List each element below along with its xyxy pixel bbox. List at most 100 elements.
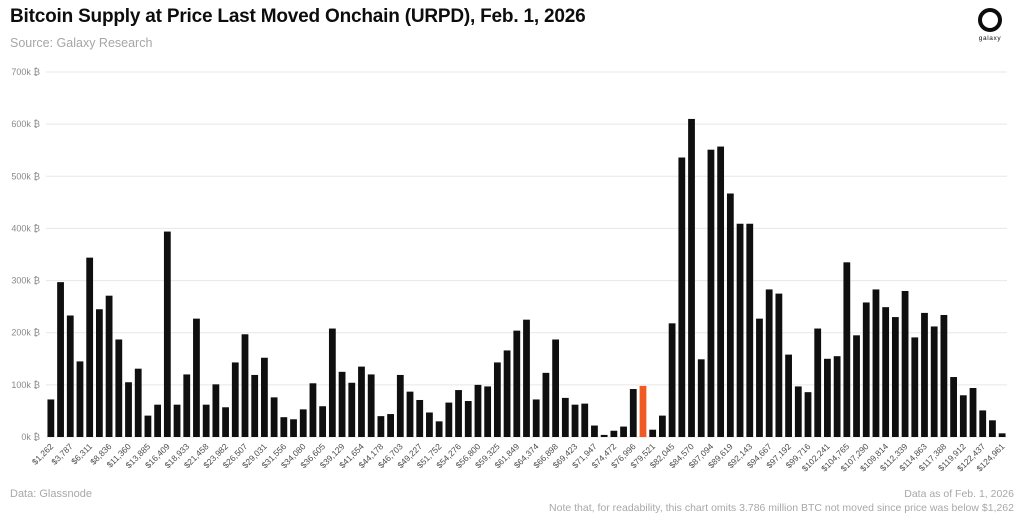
bar xyxy=(173,404,181,437)
y-axis-tick-label: 400k ₿ xyxy=(11,223,40,233)
bar xyxy=(426,412,433,437)
y-axis-tick-label: 700k ₿ xyxy=(11,67,40,77)
bar xyxy=(989,420,996,437)
bar xyxy=(57,282,64,437)
bar xyxy=(115,339,123,437)
y-axis-tick-label: 0k ₿ xyxy=(21,432,40,442)
bar xyxy=(212,384,220,437)
bar xyxy=(959,395,967,437)
x-axis-tick-label: $3,787 xyxy=(49,441,75,467)
bar xyxy=(396,374,404,437)
bar xyxy=(824,358,831,437)
bar xyxy=(979,410,987,437)
bar xyxy=(338,371,346,437)
bar xyxy=(610,430,618,437)
bar xyxy=(882,307,890,437)
galaxy-logo: galaxy xyxy=(968,8,1012,42)
bar xyxy=(358,366,365,437)
bar xyxy=(600,434,608,437)
bar xyxy=(591,425,598,437)
bar xyxy=(474,384,482,437)
bar xyxy=(163,231,171,437)
bar xyxy=(202,404,210,437)
y-axis-tick-label: 300k ₿ xyxy=(11,276,40,286)
y-axis-tick-label: 500k ₿ xyxy=(11,171,40,181)
bar xyxy=(435,421,443,437)
bar xyxy=(649,429,657,437)
bar xyxy=(756,318,763,437)
bar xyxy=(707,149,715,437)
bar xyxy=(251,374,259,437)
bar xyxy=(367,374,375,437)
bar xyxy=(833,356,841,437)
bar xyxy=(464,401,472,437)
bar xyxy=(814,328,822,437)
bar xyxy=(678,157,686,437)
bar xyxy=(561,397,569,437)
bar xyxy=(571,404,579,437)
bar xyxy=(319,406,327,437)
bar xyxy=(387,414,394,437)
bar xyxy=(532,399,540,437)
bar xyxy=(513,330,521,437)
bar xyxy=(950,377,957,437)
bar xyxy=(328,328,336,437)
bar xyxy=(581,403,589,437)
bar xyxy=(503,350,511,437)
bar xyxy=(348,382,356,437)
bar xyxy=(144,415,152,437)
bar xyxy=(455,390,462,437)
bar-highlighted xyxy=(639,385,647,437)
bar xyxy=(659,415,666,437)
bar xyxy=(930,326,938,437)
bar xyxy=(746,223,754,437)
bar xyxy=(862,302,870,437)
bar xyxy=(377,416,385,437)
bar xyxy=(523,319,530,437)
bar xyxy=(872,289,880,437)
bar xyxy=(261,357,268,437)
data-source-note: Data: Glassnode xyxy=(10,488,92,500)
bar xyxy=(299,409,307,437)
bar xyxy=(853,335,860,437)
bar xyxy=(794,386,802,437)
bar xyxy=(484,386,492,437)
bar xyxy=(726,193,734,437)
galaxy-logo-text: galaxy xyxy=(978,35,1002,42)
bar xyxy=(406,391,414,437)
bar xyxy=(493,362,501,437)
bar xyxy=(736,223,744,437)
bar xyxy=(775,293,783,437)
data-as-of-note: Data as of Feb. 1, 2026 xyxy=(904,488,1014,500)
bar xyxy=(940,314,948,437)
chart-source-subtitle: Source: Galaxy Research xyxy=(10,36,153,50)
bar xyxy=(969,387,977,437)
bar xyxy=(804,392,812,437)
bar xyxy=(95,309,103,437)
bar xyxy=(668,323,676,437)
bar xyxy=(785,354,792,437)
bar xyxy=(843,262,851,437)
bar xyxy=(86,257,94,437)
bar xyxy=(891,317,899,437)
bar xyxy=(290,419,297,437)
bar xyxy=(911,337,919,437)
bar xyxy=(717,146,725,437)
bar xyxy=(134,368,142,437)
footer-notes: Data as of Feb. 1, 2026 Note that, for r… xyxy=(549,488,1014,515)
bar xyxy=(66,315,74,437)
readability-note: Note that, for readability, this chart o… xyxy=(549,501,1014,514)
bar xyxy=(552,339,560,437)
bar xyxy=(222,407,229,437)
bar xyxy=(697,359,705,437)
y-axis-tick-label: 600k ₿ xyxy=(11,119,40,129)
bar xyxy=(193,318,200,437)
bar xyxy=(629,389,637,437)
bar xyxy=(154,404,162,437)
bar xyxy=(76,361,84,437)
bar xyxy=(183,374,191,437)
bar xyxy=(125,382,132,437)
bar xyxy=(445,402,453,437)
bar xyxy=(416,399,424,437)
